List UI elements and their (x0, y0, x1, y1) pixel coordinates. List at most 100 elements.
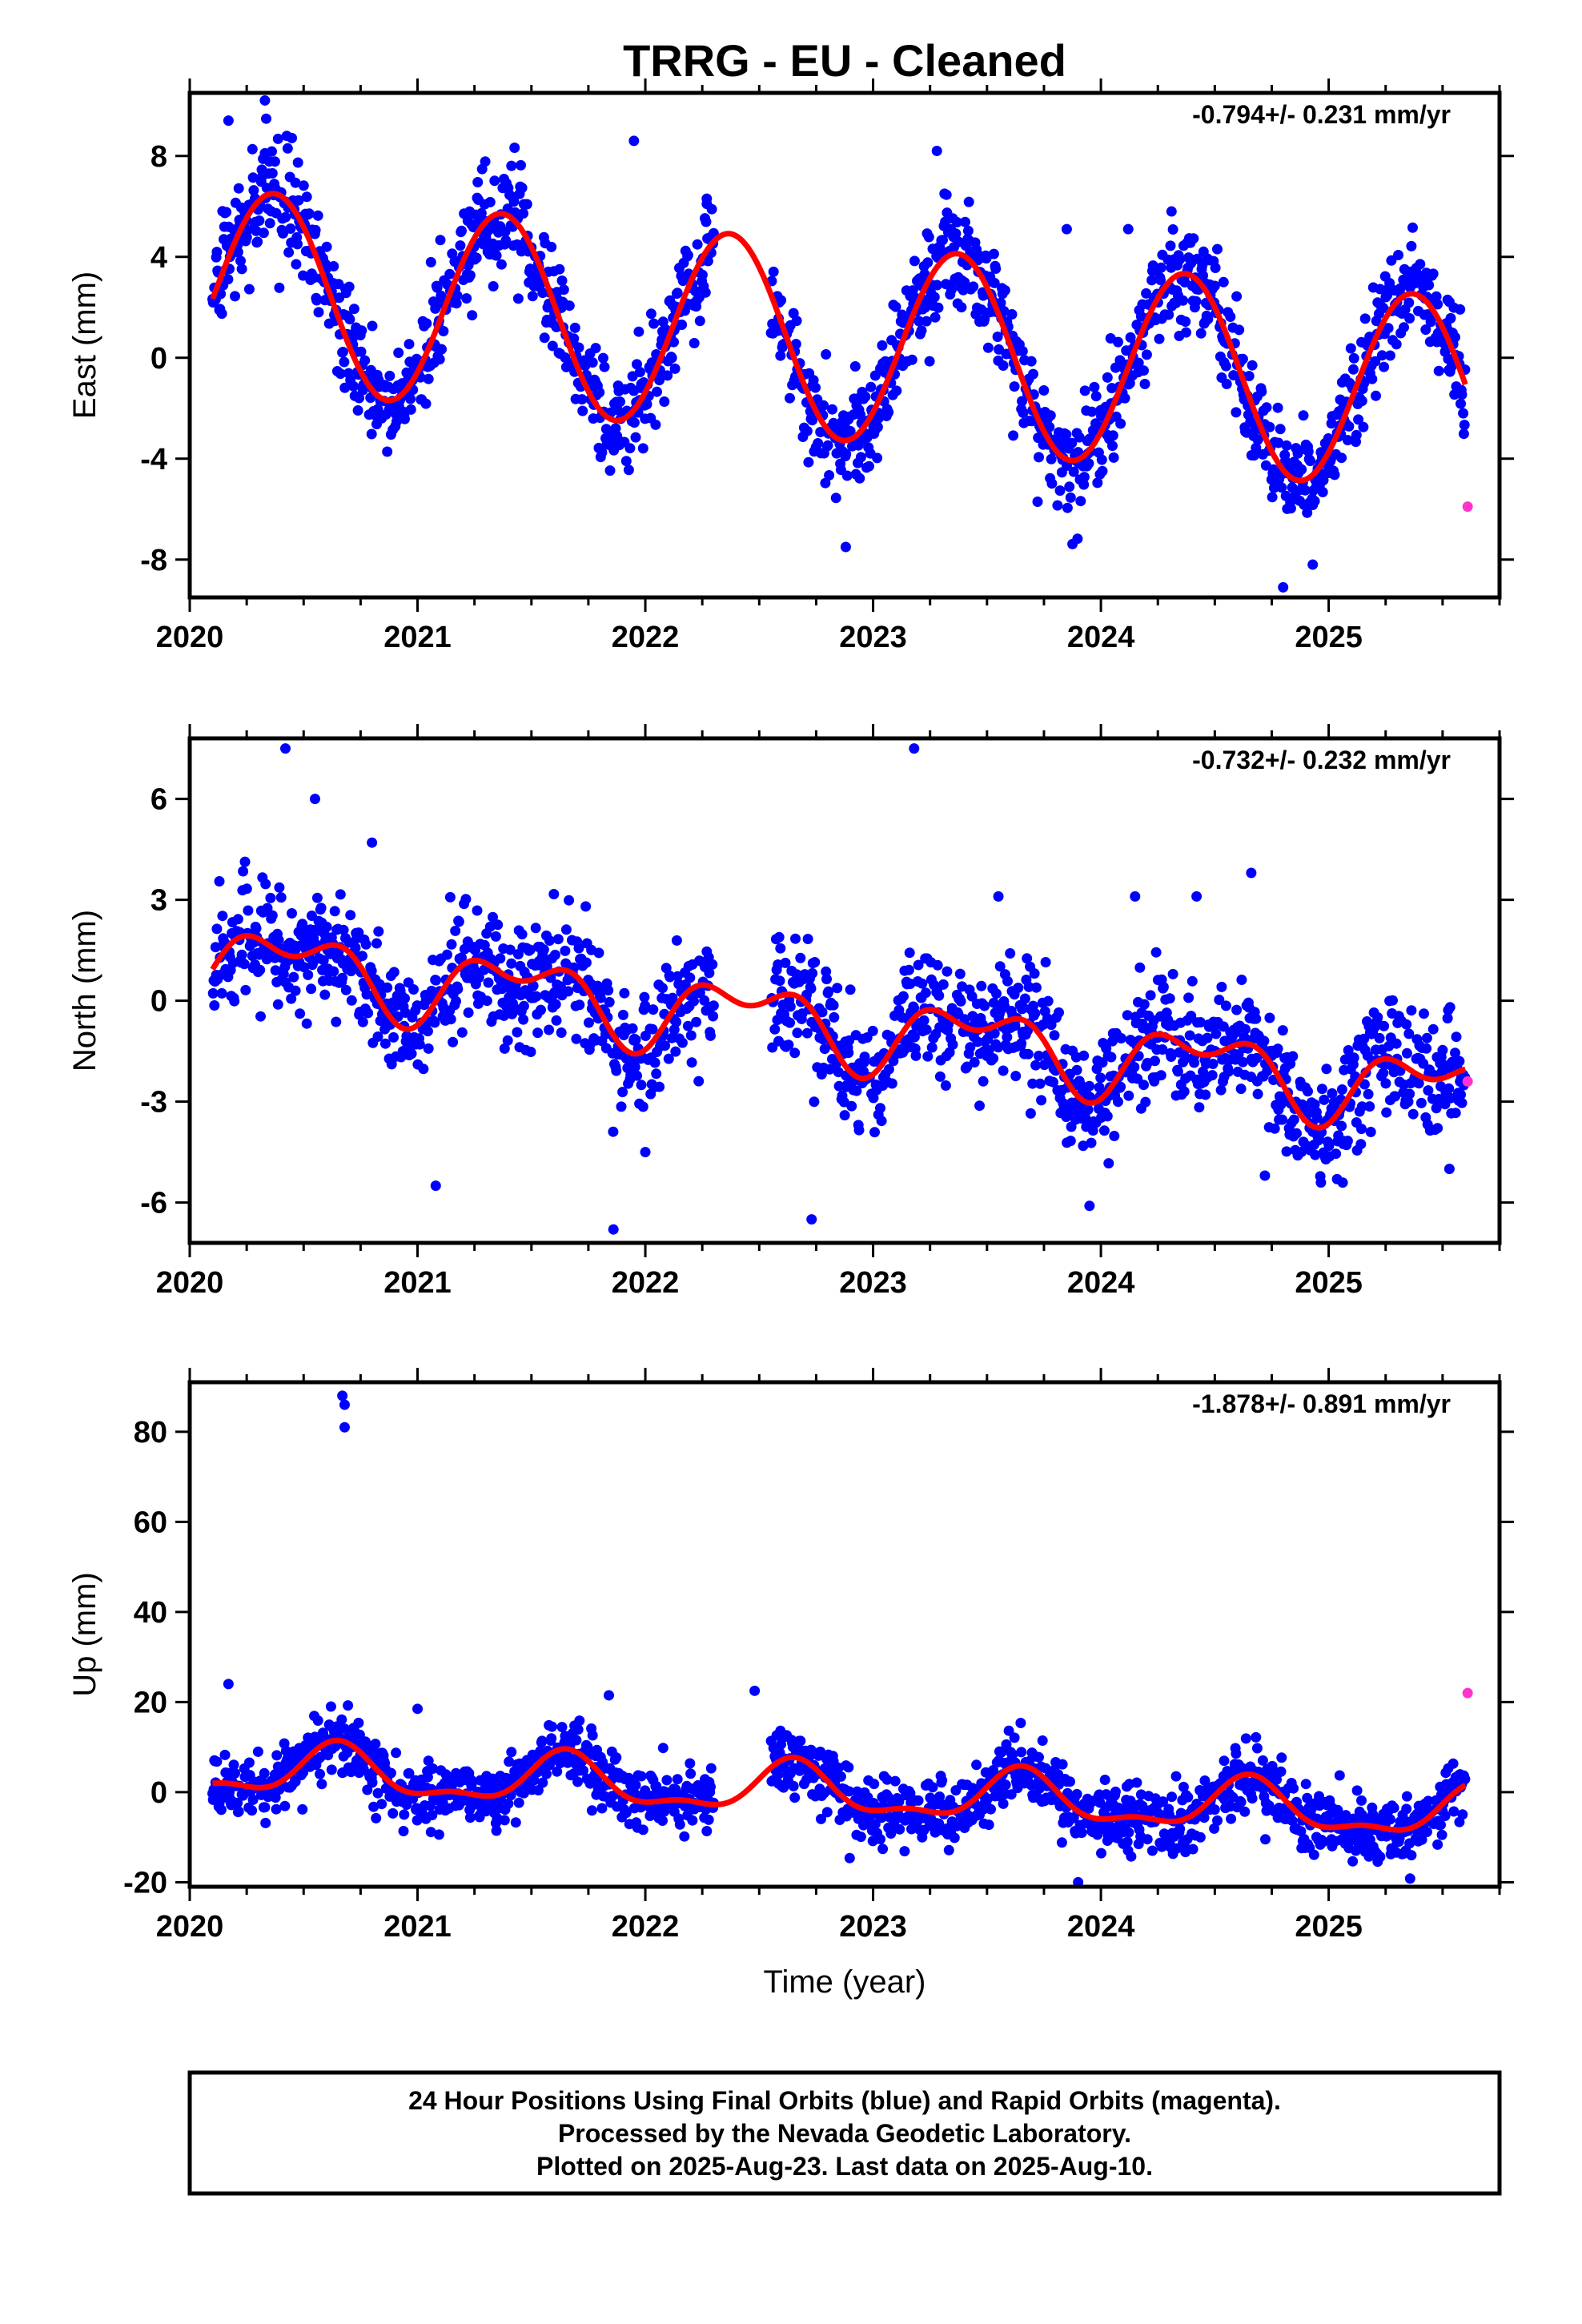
up-point (877, 1844, 889, 1855)
up-point (893, 1796, 905, 1807)
east-point (1107, 440, 1118, 452)
east-point (269, 156, 280, 167)
east-point (400, 413, 410, 424)
up-point (1334, 1770, 1345, 1781)
north-point (1134, 962, 1146, 973)
east-point (922, 257, 934, 268)
north-point (274, 882, 285, 893)
east-point (337, 347, 348, 357)
east-point (1275, 424, 1286, 435)
east-point (301, 191, 312, 203)
north-point (1040, 957, 1051, 967)
east-point (768, 266, 779, 277)
east-point (516, 183, 528, 194)
north-point (1019, 993, 1030, 1004)
east-point (420, 398, 432, 409)
north-point (920, 987, 931, 999)
east-point (372, 404, 383, 415)
east-point (354, 392, 365, 404)
east-point (785, 392, 795, 404)
north-point (1269, 1123, 1280, 1134)
north-point (1048, 1076, 1058, 1088)
east-point (933, 302, 944, 313)
north-point (571, 1033, 582, 1044)
east-point (841, 448, 852, 460)
north-point (821, 974, 832, 985)
east-point (335, 368, 346, 380)
up-point (630, 1779, 641, 1791)
north-point (1202, 1032, 1213, 1043)
up-point (816, 1813, 826, 1824)
north-point (845, 984, 856, 995)
east-point (344, 314, 355, 325)
east-point (1247, 360, 1258, 371)
north-point (1364, 1101, 1375, 1112)
east-point (444, 268, 456, 279)
east-point (366, 428, 377, 440)
north-point (1030, 1059, 1042, 1071)
north-y-tick-label: 0 (151, 985, 167, 1019)
east-point (989, 277, 1000, 288)
up-point (1423, 1795, 1434, 1807)
east-point (1458, 428, 1469, 440)
north-point (775, 943, 786, 954)
up-point (986, 1803, 996, 1815)
east-point (1074, 432, 1085, 443)
east-point (1008, 430, 1019, 441)
north-point (832, 983, 843, 994)
east-point (700, 287, 711, 298)
up-point (1158, 1796, 1169, 1807)
east-point (1046, 478, 1058, 489)
up-point (1016, 1747, 1027, 1758)
east-point (278, 227, 288, 239)
north-point (846, 1100, 857, 1112)
north-point (1211, 1028, 1222, 1039)
north-point (1129, 1062, 1140, 1072)
east-outlier-point (223, 115, 234, 127)
north-point (1319, 1094, 1330, 1105)
east-point (968, 281, 979, 292)
east-point (476, 207, 487, 219)
east-point (456, 225, 467, 236)
north-point (670, 1046, 681, 1057)
up-x-tick-label: 2022 (612, 1910, 680, 1944)
north-point (1036, 1095, 1047, 1106)
up-point (1448, 1806, 1460, 1817)
north-x-tick-label: 2020 (156, 1266, 224, 1300)
up-point (467, 1777, 478, 1788)
east-point (981, 253, 992, 264)
north-point (451, 995, 461, 1007)
north-point (422, 1026, 433, 1037)
north-point (1005, 948, 1016, 959)
east-point (1086, 406, 1098, 417)
up-point (843, 1762, 854, 1773)
east-point (1078, 479, 1090, 490)
north-point (666, 1032, 677, 1043)
up-point (270, 1792, 281, 1803)
north-point (795, 952, 806, 963)
east-point (824, 470, 835, 480)
east-point (1287, 482, 1298, 493)
north-point (595, 992, 606, 1003)
east-point (1072, 533, 1083, 545)
up-point (1142, 1834, 1153, 1845)
north-point (1451, 1031, 1462, 1043)
north-point (414, 1039, 425, 1050)
east-point (801, 425, 813, 436)
up-point (1199, 1775, 1211, 1786)
up-point (876, 1812, 887, 1823)
north-point (345, 910, 356, 921)
north-point (1337, 1177, 1348, 1188)
up-rate-label: -1.878+/- 0.891 mm/yr (1192, 1389, 1451, 1418)
east-point (1045, 410, 1056, 421)
north-point (1401, 1047, 1412, 1059)
north-point (1140, 1096, 1151, 1108)
east-point (807, 415, 818, 426)
east-point (958, 284, 969, 296)
up-point (425, 1827, 436, 1838)
north-point (1264, 1012, 1275, 1023)
east-point (252, 236, 263, 247)
east-point (391, 416, 402, 427)
east-point (285, 223, 296, 234)
